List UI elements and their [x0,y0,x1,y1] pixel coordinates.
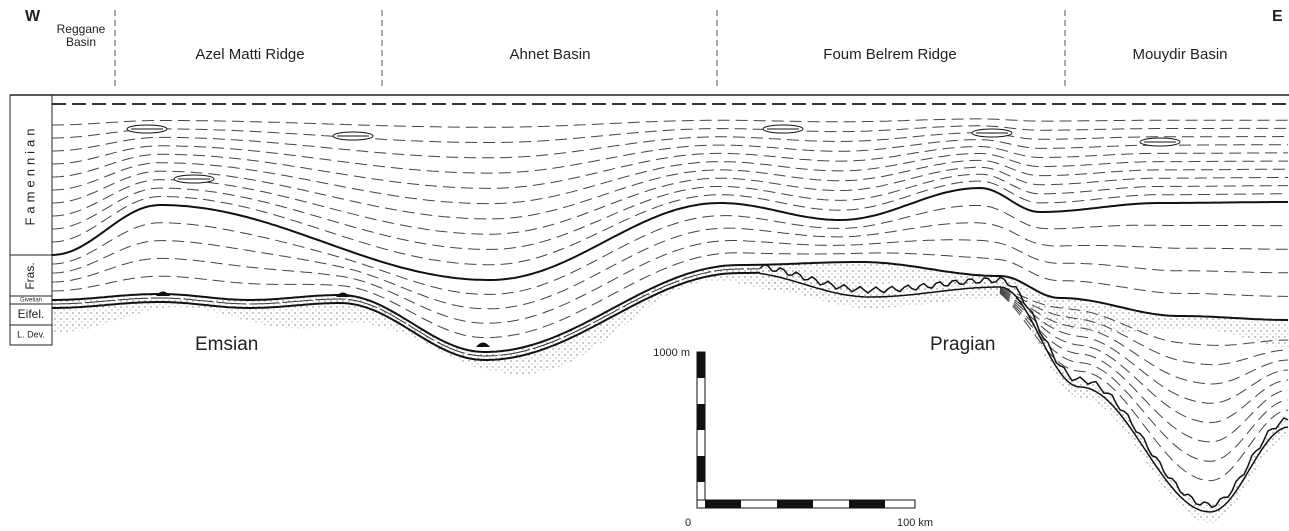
famennian-base [51,186,1288,281]
scale-label: 1000 m [653,347,690,359]
shale-line [999,288,1289,366]
shale-line [52,125,1288,143]
shale-line [51,222,1288,310]
unit-label: Fras. [23,262,37,289]
devonian-base [52,271,761,361]
unconformity [759,272,1289,513]
region-dividers [114,10,1066,90]
direction-west: W [25,8,41,25]
frasnian-base [52,261,1288,353]
shale-line [999,289,1289,385]
shale-line [51,159,1288,220]
reef [156,291,170,296]
shale-line [999,289,1289,404]
section-label: Pragian [930,334,996,355]
shale-line [52,132,1288,159]
region-label: Foum Belrem Ridge [823,46,957,63]
shale-line [51,166,1288,235]
shale-line [999,291,1289,443]
region-label: Mouydir Basin [1132,46,1228,63]
scale-label: 0 [685,517,691,529]
shale-line [51,205,1288,295]
direction-east: E [1272,8,1283,25]
shale-line [51,173,1288,250]
shale-line [52,118,1288,128]
shale-line [51,180,1288,266]
unit-label: Givetian [20,298,42,304]
region-label: Reggane Basin [56,22,106,49]
unit-label: L. Dev. [17,329,45,339]
scale-label: 100 km [897,517,933,529]
reef [476,342,490,347]
scale-bar [696,351,916,509]
shale-line [51,239,1288,324]
shale-line [51,252,1288,339]
shale-line [51,139,1288,174]
section-label: Emsian [195,334,259,355]
shale-line [999,290,1289,424]
shale-line [999,287,1289,346]
unit-label: Eifel. [18,307,45,321]
column-box [9,94,53,346]
unconformity [759,263,1289,509]
region-label: Azel Matti Ridge [195,46,305,63]
unit-label: Famennian [22,124,37,225]
shale-line [999,292,1289,462]
shale-line [51,145,1288,189]
region-label: Ahnet Basin [509,46,591,63]
shale-line [51,153,1288,205]
eifelian-line [52,268,761,357]
sandstone [760,266,1288,523]
reef [336,292,350,297]
